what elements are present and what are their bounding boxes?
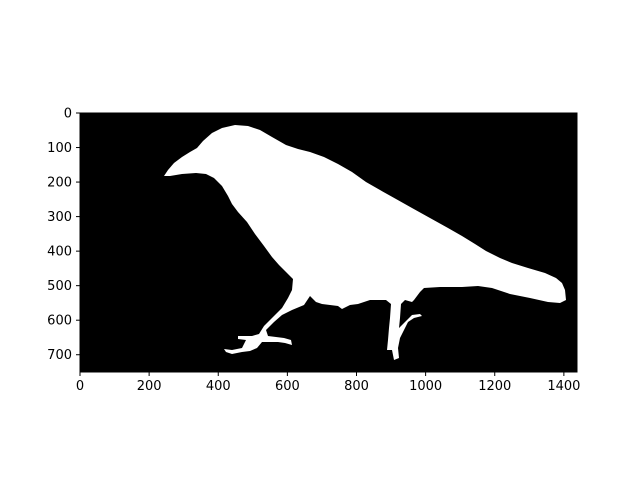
axes-frame	[79, 112, 578, 373]
x-axis: 0 200 400 600 800 1000 1200 1400	[76, 372, 580, 394]
y-tick-label: 0	[64, 107, 72, 122]
plot-area	[80, 113, 577, 372]
axes-border	[79, 112, 578, 373]
x-tick-label: 1000	[409, 379, 442, 394]
y-tick-label: 300	[47, 210, 72, 225]
x-tick-label: 600	[275, 379, 300, 394]
y-tick-label: 400	[47, 245, 72, 260]
x-tick-label: 800	[344, 379, 369, 394]
y-axis: 0 100 200 300 400 500 600 700	[47, 107, 80, 363]
y-tick-label: 100	[47, 141, 72, 156]
y-tick-label: 500	[47, 279, 72, 294]
bird-silhouette-icon	[164, 125, 566, 360]
x-tick-label: 1200	[478, 379, 511, 394]
y-tick-label: 200	[47, 176, 72, 191]
x-tick-label: 400	[206, 379, 231, 394]
y-tick-label: 700	[47, 348, 72, 363]
x-tick-label: 0	[76, 379, 84, 394]
x-tick-label: 200	[137, 379, 162, 394]
x-tick-label: 1400	[547, 379, 580, 394]
y-tick-label: 600	[47, 314, 72, 329]
